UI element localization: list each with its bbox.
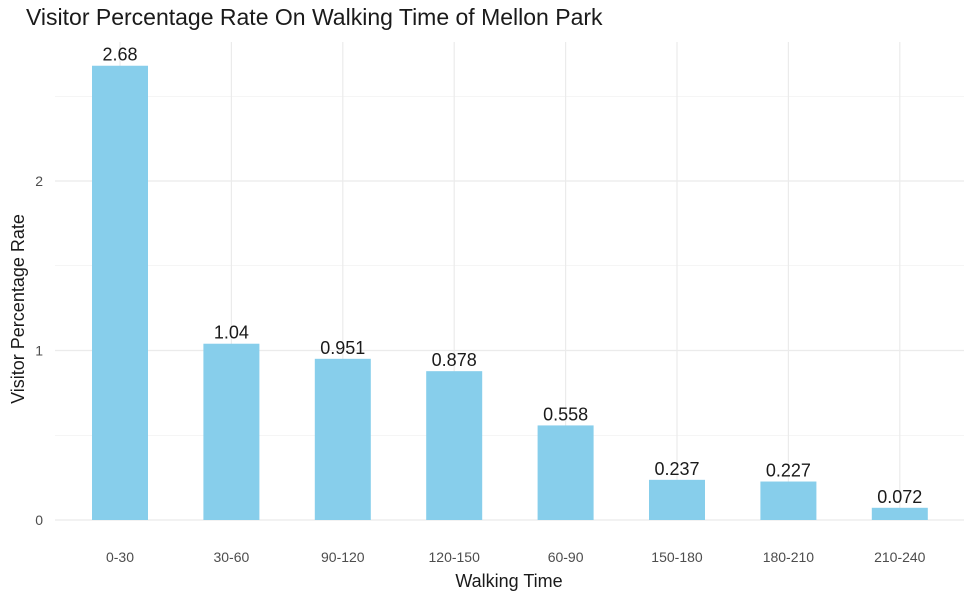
- bars: [92, 65, 928, 521]
- data-label: 2.68: [102, 45, 137, 65]
- bar: [760, 481, 817, 520]
- bar: [649, 479, 705, 520]
- x-tick-label: 90-120: [321, 549, 365, 565]
- bar: [92, 65, 148, 521]
- x-tick-label: 60-90: [548, 549, 584, 565]
- y-tick-label: 2: [35, 173, 43, 189]
- x-axis-ticks: 0-30 30-60 90-120 120-150 60-90 150-180 180-21…: [106, 549, 926, 565]
- data-label: 0.558: [543, 404, 588, 424]
- y-axis-ticks: 0 1 2: [35, 173, 43, 528]
- y-axis-title: Visitor Percentage Rate: [8, 214, 28, 404]
- chart-title: Visitor Percentage Rate On Walking Time …: [26, 4, 603, 30]
- bar: [203, 343, 260, 520]
- data-label: 0.072: [877, 487, 922, 507]
- data-label: 1.04: [214, 323, 249, 343]
- data-label: 0.878: [432, 350, 477, 370]
- x-tick-label: 30-60: [213, 549, 249, 565]
- y-tick-label: 1: [35, 343, 43, 359]
- bar: [314, 358, 371, 520]
- y-tick-label: 0: [35, 512, 43, 528]
- x-tick-label: 150-180: [651, 549, 703, 565]
- bar: [537, 425, 594, 520]
- x-tick-label: 120-150: [429, 549, 481, 565]
- bar: [871, 507, 928, 520]
- x-tick-label: 180-210: [763, 549, 815, 565]
- data-labels: 2.68 1.04 0.951 0.878 0.558 0.237 0.227 0.072: [102, 45, 922, 507]
- data-label: 0.951: [320, 338, 365, 358]
- data-label: 0.227: [766, 461, 811, 481]
- grid-lines: [55, 42, 964, 521]
- x-axis-title: Walking Time: [455, 571, 562, 591]
- x-tick-label: 210-240: [874, 549, 926, 565]
- bar: [426, 371, 483, 520]
- x-tick-label: 0-30: [106, 549, 134, 565]
- data-label: 0.237: [654, 459, 699, 479]
